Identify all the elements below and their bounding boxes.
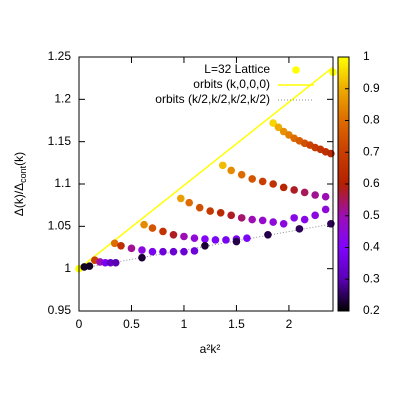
y-tick-label: 1.25 [48, 49, 72, 63]
point [148, 247, 157, 256]
point [180, 247, 188, 256]
point [159, 247, 167, 256]
cb-tick-label: 0.2 [363, 303, 380, 317]
point [274, 123, 283, 132]
y-label-part: (k) [12, 152, 26, 166]
point [148, 224, 157, 232]
point [237, 214, 246, 222]
point [227, 211, 235, 220]
point [190, 247, 199, 255]
x-tick-label: 1 [181, 317, 188, 331]
cb-tick-label: 0.5 [363, 208, 380, 222]
point [279, 219, 288, 228]
point [201, 242, 209, 250]
point [206, 207, 214, 215]
point [237, 170, 246, 179]
point [216, 208, 225, 217]
cb-tick-label: 0.7 [363, 144, 380, 158]
y-tick-label: 1.15 [48, 134, 72, 148]
point [117, 242, 125, 250]
point [177, 194, 185, 203]
point [106, 258, 115, 267]
y-tick-label: 0.95 [48, 303, 72, 317]
legend-label: orbits (k,0,0,0) [193, 77, 270, 91]
point [321, 192, 330, 201]
x-tick-label: 1.5 [228, 317, 245, 331]
point [279, 183, 288, 192]
orbit-line [78, 223, 334, 270]
point [258, 177, 267, 186]
cb-tick-label: 0.9 [363, 81, 380, 95]
point [169, 247, 178, 256]
legend-label: L=32 Lattice [204, 62, 270, 76]
point [295, 225, 304, 233]
point [300, 188, 309, 197]
point [110, 239, 119, 248]
y-label-sub: cont [18, 165, 28, 183]
point [159, 227, 167, 236]
point [180, 232, 188, 241]
plot-frame [78, 56, 334, 312]
cb-tick-label: 0.8 [363, 113, 380, 127]
point [248, 215, 256, 224]
y-axis-label: Δ(k)/Δcont(k) [12, 152, 28, 216]
point [232, 237, 241, 246]
point [311, 211, 319, 220]
point [269, 180, 277, 188]
y-tick-label: 1.05 [48, 219, 72, 233]
x-axis-label: a²k² [200, 342, 221, 356]
point [201, 235, 209, 243]
cb-tick-label: 0.4 [363, 240, 380, 254]
point [218, 161, 227, 170]
legend-marker [292, 66, 300, 74]
point [300, 215, 309, 224]
point [327, 219, 335, 228]
cb-tick-label: 1 [363, 49, 370, 63]
point [243, 234, 251, 242]
legend-label: orbits (k/2,k/2,k/2,k/2) [155, 92, 270, 106]
point [85, 262, 94, 270]
y-tick-label: 1.2 [54, 92, 71, 106]
orbit-line [78, 66, 334, 270]
point [111, 258, 120, 267]
point [138, 253, 146, 262]
point [258, 216, 267, 225]
point [321, 205, 330, 214]
y-label-part: Δ(k)/Δ [12, 183, 26, 216]
point [248, 175, 256, 183]
point [211, 236, 220, 244]
point [101, 258, 110, 267]
point [138, 246, 146, 254]
x-tick-label: 2 [286, 317, 293, 331]
x-tick-label: 0.5 [123, 317, 140, 331]
y-tick-label: 1.1 [54, 176, 71, 190]
point [190, 234, 199, 242]
point [269, 119, 277, 127]
point [195, 203, 204, 212]
point [269, 218, 277, 226]
point [222, 236, 230, 244]
point [169, 231, 178, 239]
cb-tick-label: 0.3 [363, 271, 380, 285]
point [264, 231, 272, 239]
point [127, 244, 136, 253]
point [185, 198, 194, 207]
point [327, 149, 335, 158]
point [311, 191, 319, 199]
point [227, 166, 235, 175]
y-tick-label: 1 [64, 261, 71, 275]
x-tick-label: 0 [76, 317, 83, 331]
point [290, 186, 298, 194]
point [290, 214, 298, 222]
cb-tick-label: 0.6 [363, 176, 380, 190]
point [140, 220, 148, 229]
